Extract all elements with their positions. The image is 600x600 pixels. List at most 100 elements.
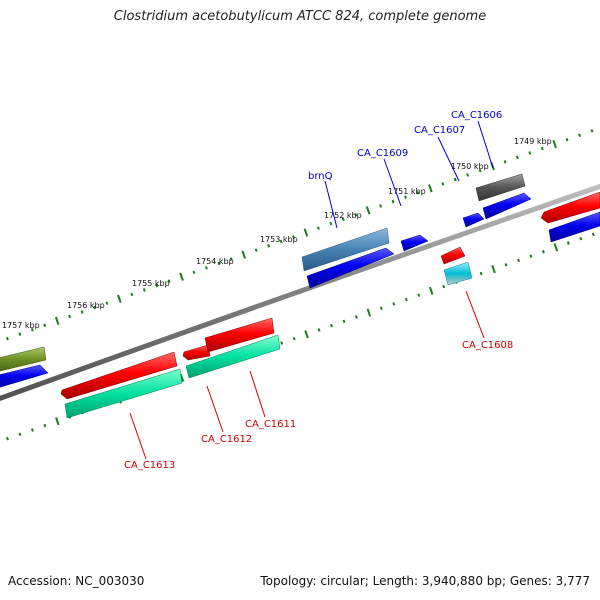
leader-ca-c1613 bbox=[129, 412, 147, 460]
outer-ruler-minor-tick bbox=[391, 199, 395, 204]
outer-ruler-minor-tick bbox=[354, 213, 358, 217]
title: Clostridium acetobutylicum ATCC 824, com… bbox=[113, 9, 487, 24]
feature-brnQ-steel[interactable] bbox=[301, 227, 390, 272]
outer-ruler-minor-tick bbox=[105, 301, 109, 305]
inner-ruler-major-tick bbox=[491, 264, 496, 274]
outer-ruler-minor-tick bbox=[142, 288, 146, 292]
inner-ruler-minor-tick bbox=[292, 336, 296, 341]
inner-ruler-minor-tick bbox=[317, 328, 321, 332]
outer-ruler-minor-tick bbox=[43, 323, 47, 328]
feature-ca-c1613-teal[interactable] bbox=[64, 368, 183, 419]
outer-ruler-minor-tick bbox=[279, 239, 283, 244]
feature-right-red[interactable] bbox=[540, 191, 600, 224]
outer-ruler-minor-tick bbox=[590, 129, 594, 133]
outer-ruler-minor-tick bbox=[18, 332, 22, 336]
outer-ruler-major-tick bbox=[365, 206, 371, 215]
outer-ruler-minor-tick bbox=[329, 221, 333, 226]
inner-ruler-minor-tick bbox=[541, 249, 545, 254]
outer-ruler-minor-tick bbox=[80, 310, 84, 314]
inner-ruler-minor-tick bbox=[404, 297, 408, 302]
outer-ruler-minor-tick bbox=[167, 279, 171, 283]
outer-ruler-minor-tick bbox=[229, 257, 233, 261]
inner-ruler-minor-tick bbox=[392, 302, 396, 306]
outer-ruler-minor-tick bbox=[292, 235, 295, 239]
outer-ruler-minor-tick bbox=[441, 182, 445, 186]
genome-backbone bbox=[0, 183, 600, 402]
outer-ruler-minor-tick bbox=[540, 146, 544, 151]
feature-ca-c1613-red[interactable] bbox=[60, 351, 178, 400]
outer-ruler-minor-tick bbox=[204, 266, 208, 270]
feature-ca-c1611-red[interactable] bbox=[204, 317, 275, 353]
outer-ruler-major-tick bbox=[179, 272, 184, 281]
feature-olive[interactable] bbox=[0, 346, 47, 373]
outer-ruler-major-tick bbox=[552, 139, 557, 149]
feature-ca-c1611-teal[interactable] bbox=[185, 334, 281, 379]
gene-label-ca-c1606[interactable]: CA_C1606 bbox=[451, 110, 502, 121]
outer-ruler-minor-tick bbox=[68, 314, 72, 319]
inner-ruler-minor-tick bbox=[579, 236, 583, 241]
inner-ruler-minor-tick bbox=[18, 432, 22, 437]
inner-ruler-minor-tick bbox=[417, 293, 421, 297]
inner-ruler-minor-tick bbox=[479, 271, 483, 276]
inner-ruler-minor-tick bbox=[330, 323, 333, 328]
leader-ca-c1607 bbox=[437, 136, 460, 182]
feature-ca-c1608-cyan[interactable] bbox=[443, 261, 473, 286]
outer-ruler-minor-tick bbox=[416, 190, 420, 195]
outer-ruler-minor-tick bbox=[30, 327, 34, 332]
gene-label-brnQ[interactable]: brnQ bbox=[308, 171, 333, 182]
gene-label-ca-c1613[interactable]: CA_C1613 bbox=[124, 460, 175, 471]
outer-ruler-minor-tick bbox=[528, 151, 532, 155]
outer-ruler-minor-tick bbox=[217, 261, 221, 266]
genome-summary-text: Topology: circular; Length: 3,940,880 bp… bbox=[260, 574, 590, 588]
leader-ca-c1606 bbox=[477, 120, 494, 169]
outer-ruler-minor-tick bbox=[466, 173, 470, 177]
inner-ruler-minor-tick bbox=[6, 436, 9, 441]
inner-ruler-major-tick bbox=[366, 308, 372, 317]
leader-ca-c1608 bbox=[465, 290, 485, 339]
outer-ruler-major-tick bbox=[428, 184, 433, 193]
feature-ca-c1606-blue[interactable] bbox=[482, 192, 532, 220]
outer-ruler-major-tick bbox=[303, 228, 309, 237]
inner-ruler-minor-tick bbox=[529, 254, 533, 258]
tick-label-1751: 1751 kbp bbox=[388, 187, 426, 196]
gene-label-ca-c1612[interactable]: CA_C1612 bbox=[201, 434, 252, 445]
tick-label-1755: 1755 kbp bbox=[132, 279, 170, 288]
inner-ruler-minor-tick bbox=[342, 319, 346, 324]
accession-text: Accession: NC_003030 bbox=[8, 574, 145, 588]
outer-ruler-minor-tick bbox=[515, 155, 519, 160]
outer-ruler-minor-tick bbox=[453, 177, 457, 182]
outer-ruler-minor-tick bbox=[578, 133, 582, 138]
feature-brnQ-blue[interactable] bbox=[306, 247, 395, 289]
gene-label-ca-c1611[interactable]: CA_C1611 bbox=[245, 419, 296, 430]
inner-ruler-minor-tick bbox=[280, 341, 284, 345]
feature-blue-left[interactable] bbox=[0, 364, 49, 389]
feature-ca-c1608-red[interactable] bbox=[440, 246, 466, 265]
feature-ca-c1612-red[interactable] bbox=[182, 344, 211, 361]
outer-ruler-major-tick bbox=[117, 294, 122, 303]
outer-ruler-minor-tick bbox=[503, 160, 507, 164]
outer-ruler-minor-tick bbox=[254, 248, 258, 252]
outer-ruler-minor-tick bbox=[267, 243, 271, 248]
outer-ruler-minor-tick bbox=[155, 283, 159, 288]
outer-ruler-minor-tick bbox=[379, 204, 383, 208]
gene-label-ca-c1609[interactable]: CA_C1609 bbox=[357, 148, 408, 159]
feature-ca-c1606-gray[interactable] bbox=[475, 173, 526, 202]
gene-label-ca-c1607[interactable]: CA_C1607 bbox=[414, 125, 465, 136]
feature-ca-c1607[interactable] bbox=[462, 212, 485, 228]
feature-right-blue[interactable] bbox=[548, 211, 600, 243]
tick-label-1752: 1752 kbp bbox=[324, 211, 362, 220]
leader-brnQ bbox=[324, 180, 338, 229]
tick-label-1757: 1757 kbp bbox=[2, 321, 40, 330]
outer-ruler-minor-tick bbox=[316, 226, 320, 230]
feature-ca-c1609[interactable] bbox=[400, 234, 429, 252]
tick-label-1754: 1754 kbp bbox=[196, 257, 234, 266]
outer-ruler-major-tick bbox=[241, 250, 247, 259]
outer-ruler-minor-tick bbox=[93, 305, 96, 310]
gene-label-ca-c1608[interactable]: CA_C1608 bbox=[462, 340, 513, 351]
inner-ruler-major-tick bbox=[304, 330, 309, 339]
outer-ruler-minor-tick bbox=[192, 270, 196, 275]
inner-ruler-minor-tick bbox=[591, 232, 595, 237]
inner-ruler-minor-tick bbox=[442, 284, 446, 289]
outer-ruler-minor-tick bbox=[130, 292, 134, 297]
